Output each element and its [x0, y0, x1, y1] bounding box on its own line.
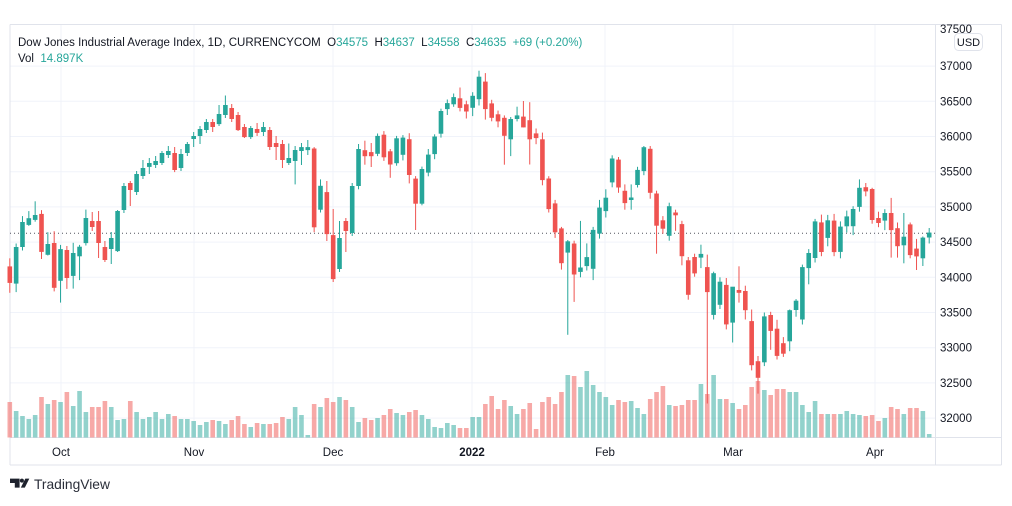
- svg-text:34500: 34500: [940, 237, 972, 249]
- svg-text:Mar: Mar: [723, 447, 743, 459]
- svg-text:TradingView: TradingView: [34, 477, 110, 492]
- svg-text:34000: 34000: [940, 272, 972, 284]
- svg-text:Dec: Dec: [323, 447, 344, 459]
- svg-text:36500: 36500: [940, 96, 972, 108]
- svg-text:Nov: Nov: [184, 447, 205, 459]
- svg-text:37000: 37000: [940, 61, 972, 73]
- svg-text:USD: USD: [957, 37, 980, 49]
- svg-text:32500: 32500: [940, 378, 972, 390]
- svg-text:Feb: Feb: [595, 447, 615, 459]
- svg-text:32000: 32000: [940, 413, 972, 425]
- svg-text:Vol 14.897K: Vol 14.897K: [18, 53, 84, 65]
- svg-text:2022: 2022: [459, 447, 485, 459]
- svg-text:37500: 37500: [940, 24, 972, 36]
- svg-text:33000: 33000: [940, 343, 972, 355]
- svg-text:35500: 35500: [940, 167, 972, 179]
- svg-text:36000: 36000: [940, 132, 972, 144]
- svg-text:Dow Jones Industrial Average I: Dow Jones Industrial Average Index, 1D, …: [18, 37, 582, 49]
- svg-text:33500: 33500: [940, 308, 972, 320]
- svg-text:Oct: Oct: [52, 447, 71, 459]
- svg-text:35000: 35000: [940, 202, 972, 214]
- svg-text:Apr: Apr: [866, 447, 884, 459]
